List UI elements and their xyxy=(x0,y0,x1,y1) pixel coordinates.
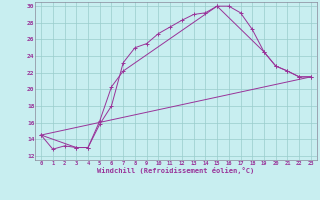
X-axis label: Windchill (Refroidissement éolien,°C): Windchill (Refroidissement éolien,°C) xyxy=(97,167,255,174)
